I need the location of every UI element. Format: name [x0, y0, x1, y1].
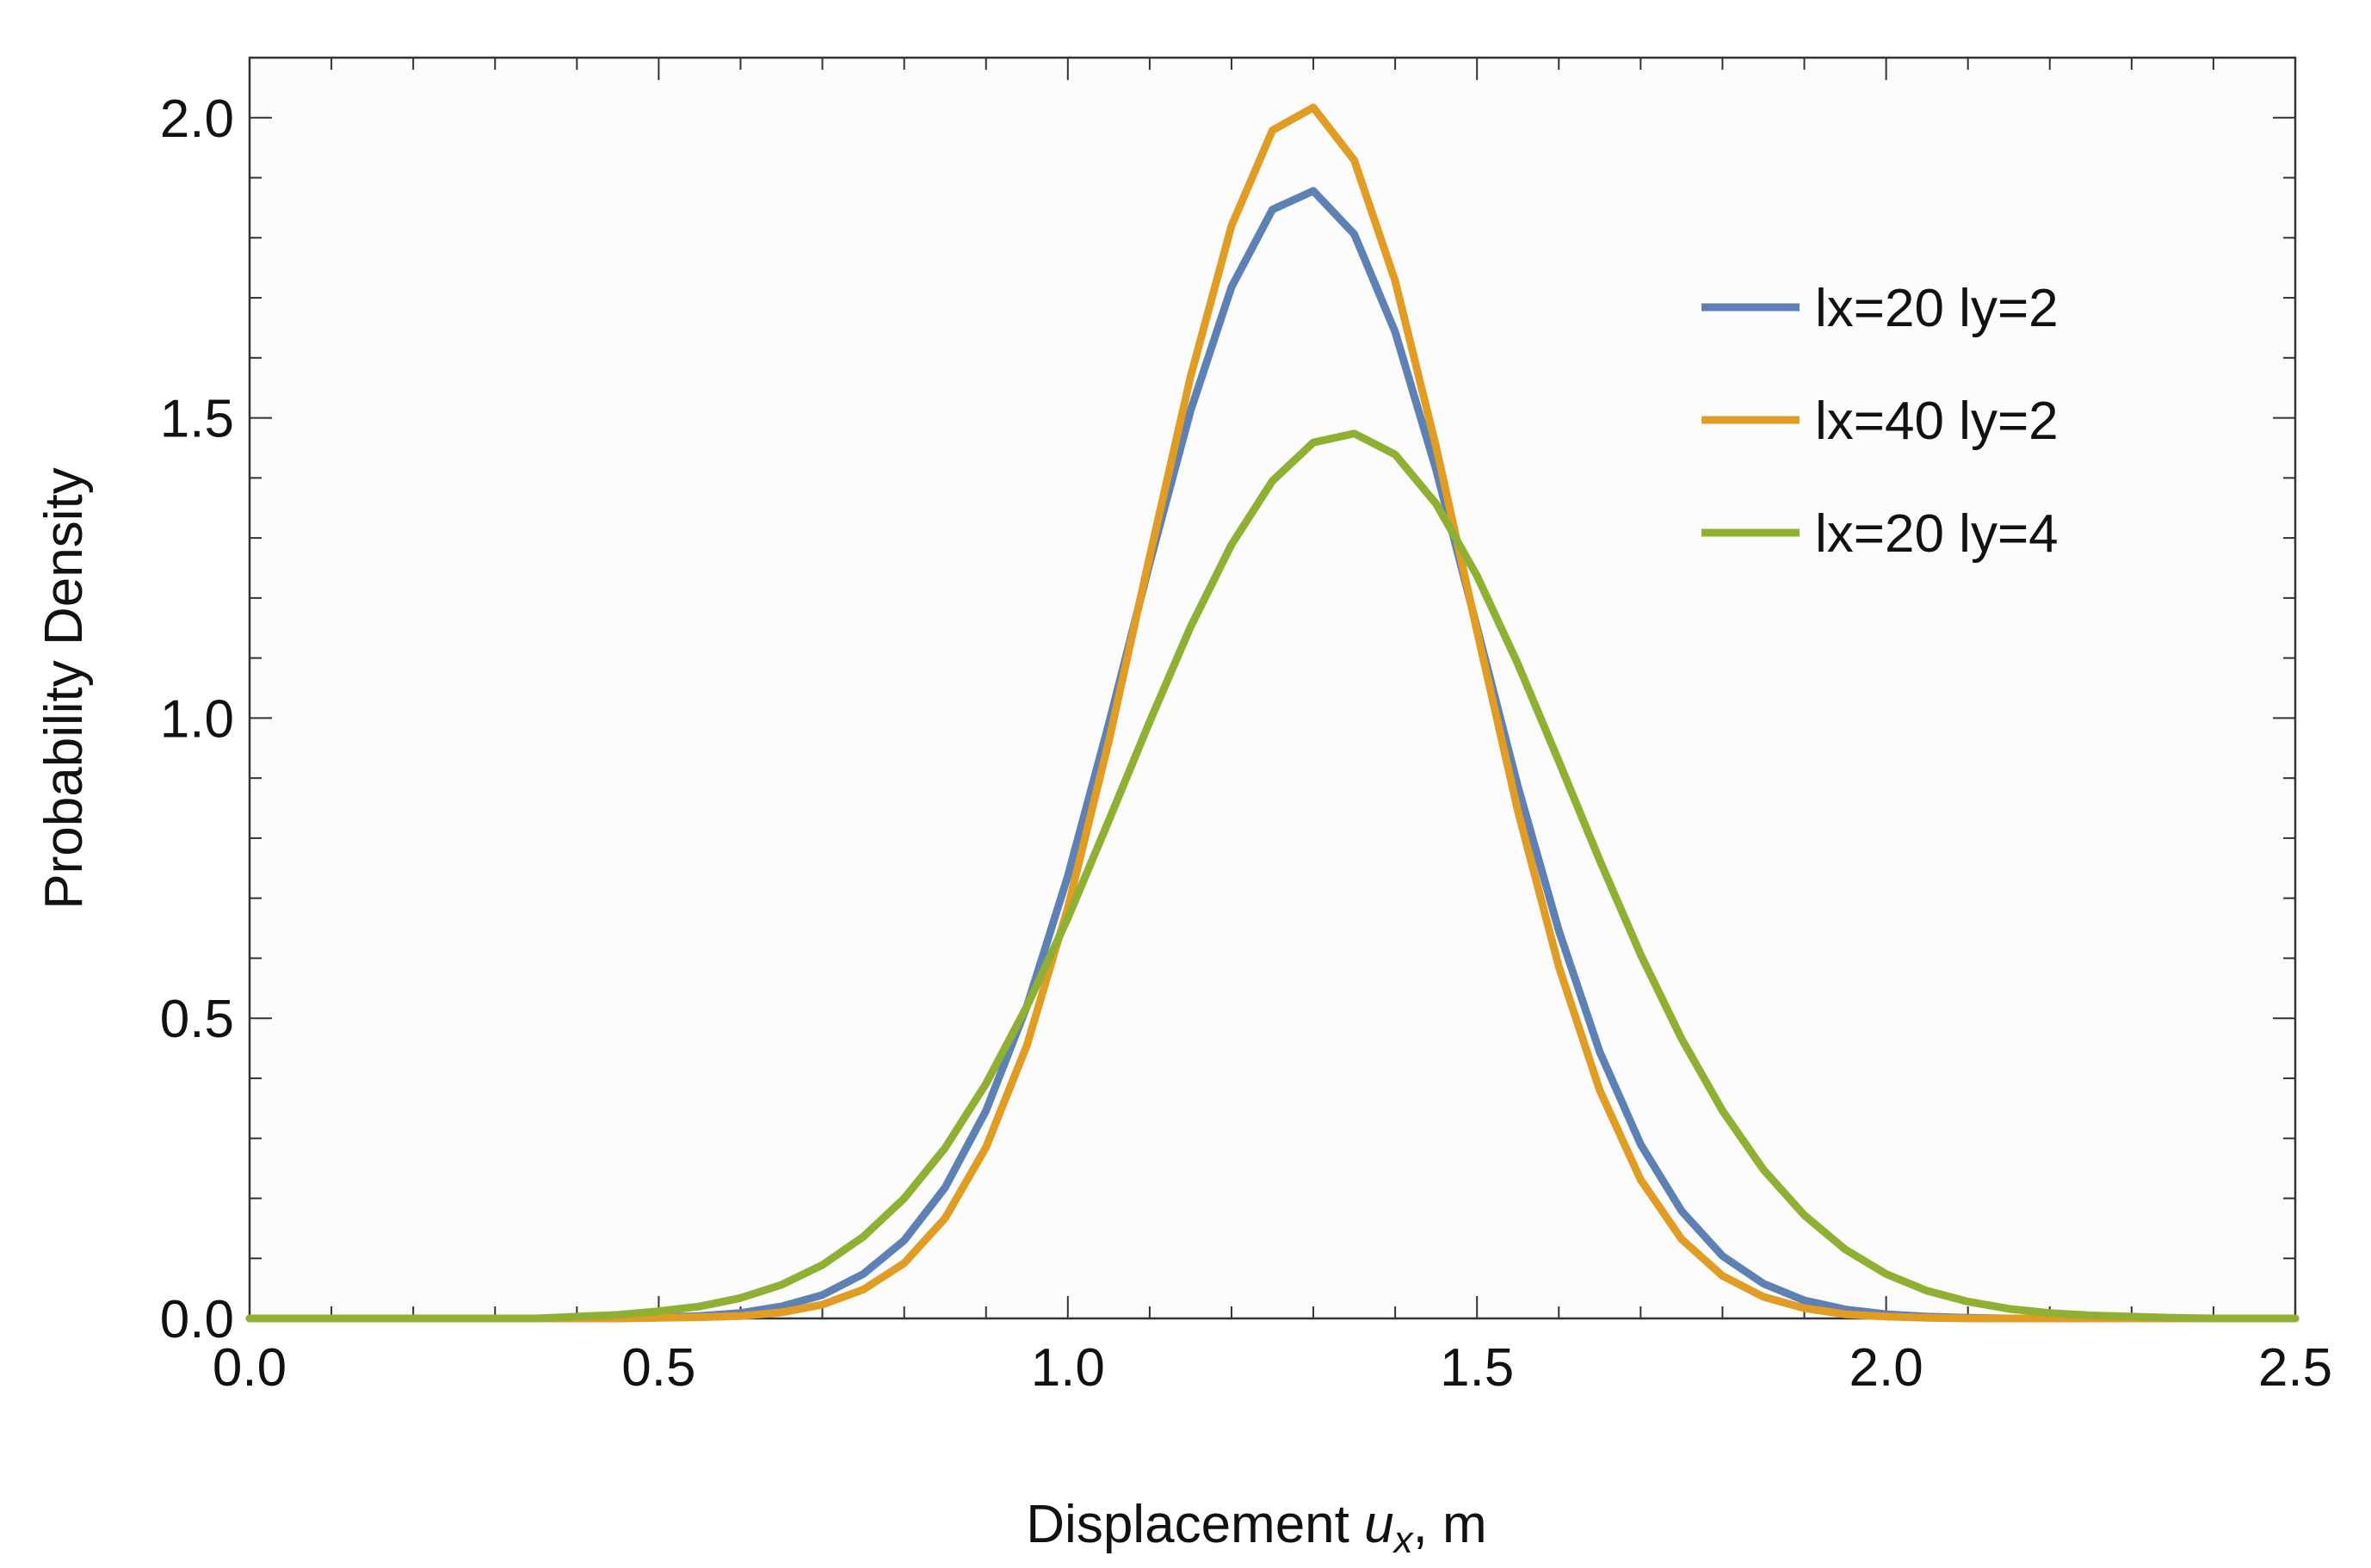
legend-label: lx=20 ly=4	[1815, 504, 2059, 564]
x-label-text: Displacement	[1026, 1495, 1364, 1554]
legend-label: lx=20 ly=2	[1815, 279, 2059, 338]
plot-area	[250, 58, 2295, 1318]
x-tick-label: 1.5	[1440, 1338, 1514, 1398]
y-tick-label: 1.5	[160, 390, 234, 449]
x-label-unit: , m	[1413, 1495, 1487, 1554]
x-tick-label: 2.0	[1849, 1338, 1923, 1398]
x-tick-label: 2.5	[2258, 1338, 2332, 1398]
plot-frame	[248, 56, 2297, 1320]
y-tick-label: 0.0	[160, 1290, 234, 1349]
line-series	[245, 429, 2300, 1323]
y-tick-label: 2.0	[160, 90, 234, 149]
x-tick-label: 1.0	[1031, 1338, 1105, 1398]
y-axis-label: Probability Density	[34, 467, 94, 909]
x-label-variable: u	[1364, 1495, 1393, 1554]
legend-label: lx=40 ly=2	[1815, 392, 2059, 451]
y-tick-label: 0.5	[160, 990, 234, 1049]
x-tick-label: 0.5	[621, 1338, 695, 1398]
y-tick-label: 1.0	[160, 689, 234, 749]
x-tick-label: 0.0	[213, 1338, 287, 1398]
x-axis-label: Displacement ux, m	[1026, 1495, 1486, 1561]
x-label-subscript: x	[1392, 1519, 1415, 1561]
